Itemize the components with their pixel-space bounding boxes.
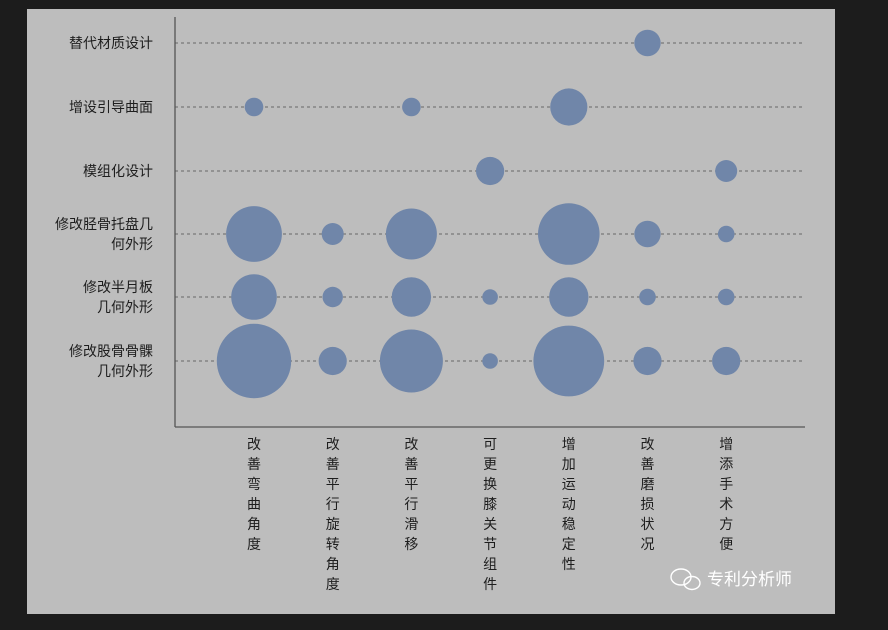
x-tick-label: 改善平行旋转角度: [326, 437, 340, 593]
bubble: [379, 329, 443, 393]
y-tick-label: 模组化设计: [83, 164, 153, 180]
y-axis-labels: 替代材质设计增设引导曲面模组化设计修改胫骨托盘几何外形修改半月板几何外形修改股骨…: [55, 36, 153, 380]
x-tick-label: 增添手术方便: [719, 437, 733, 553]
x-tick-label: 改善平行滑移: [404, 437, 418, 553]
bubble: [533, 325, 605, 397]
bubble: [482, 353, 498, 369]
bubble: [549, 277, 589, 317]
bubble: [482, 289, 498, 305]
x-tick-label: 改善弯曲角度: [247, 437, 261, 553]
bubble: [476, 156, 505, 186]
y-tick-label: 何外形: [111, 237, 153, 253]
y-tick-label: 几何外形: [97, 364, 153, 380]
chart-panel: 替代材质设计 增设引导曲面 模组化设计 修改胫骨托盘几 何外形 修改半月板 几何外形 修改股骨…: [27, 9, 835, 614]
bubble: [318, 346, 347, 376]
bubble: [402, 97, 421, 117]
bubble: [717, 288, 735, 306]
bubble: [634, 29, 661, 57]
y-tick-label: 修改股骨骨髁: [69, 344, 153, 360]
bubbles: [216, 29, 741, 399]
watermark-text: 专利分析师: [707, 570, 792, 590]
bubble: [231, 274, 277, 320]
bubble-chart: 替代材质设计增设引导曲面模组化设计修改胫骨托盘几何外形修改半月板几何外形修改股骨…: [55, 17, 805, 593]
x-axis-labels: 改善弯曲角度 改善平行旋转角度 改善平行滑移 可更换膝关节组件 增加运动稳定性 改善磨损状…: [247, 437, 733, 593]
bubble: [712, 346, 741, 376]
bubble: [391, 277, 432, 317]
y-tick-label: 修改半月板: [83, 280, 153, 296]
bubble: [226, 206, 282, 262]
bubble: [244, 97, 264, 117]
bubble: [550, 88, 588, 126]
x-tick-label: 可更换膝关节组件: [483, 437, 497, 593]
bubble: [322, 286, 343, 308]
wechat-icon: [670, 568, 701, 591]
y-tick-label: 修改胫骨托盘几: [55, 216, 153, 233]
bubble: [717, 225, 735, 243]
bubble: [639, 288, 656, 306]
bubble: [321, 223, 344, 245]
y-tick-label: 几何外形: [97, 300, 153, 316]
watermark: 专利分析师: [670, 568, 792, 591]
bubble: [538, 203, 600, 265]
bubble: [216, 323, 292, 399]
bubble: [385, 208, 437, 260]
y-tick-label: 增设引导曲面: [69, 100, 153, 116]
bubble: [634, 220, 661, 248]
x-tick-label: 增加运动稳定性: [562, 437, 576, 573]
bubble: [633, 346, 662, 376]
bubble: [715, 160, 738, 182]
axes: [174, 17, 805, 428]
y-tick-label: 替代材质设计: [69, 36, 153, 52]
x-tick-label: 改善磨损状况: [641, 437, 655, 553]
